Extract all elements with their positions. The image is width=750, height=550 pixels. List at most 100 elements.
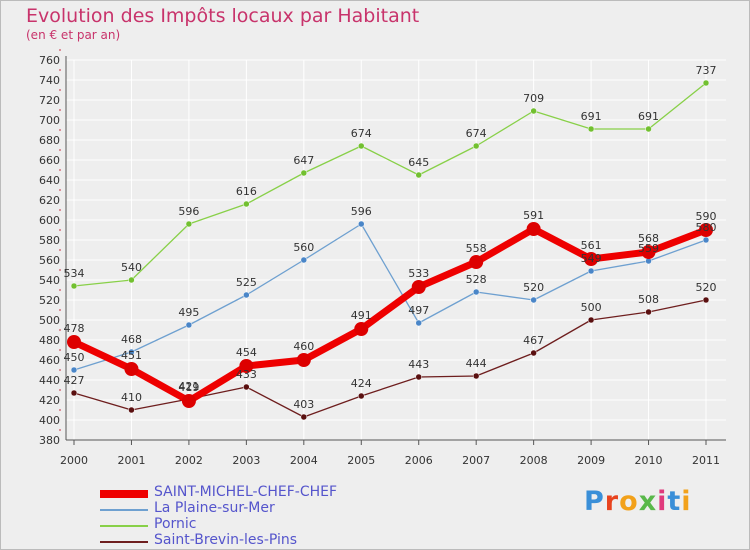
data-label: 468: [121, 333, 142, 346]
y-tick-label: 520: [39, 294, 60, 307]
data-point: [70, 282, 78, 290]
data-label: 737: [696, 64, 717, 77]
plot-area: [66, 60, 726, 440]
legend-label: Saint-Brevin-les-Pins: [154, 532, 298, 548]
data-label: 596: [178, 205, 199, 218]
data-label: 691: [638, 110, 659, 123]
y-tick-label: 720: [39, 94, 60, 107]
data-label: 451: [121, 349, 142, 362]
data-label: 525: [236, 276, 257, 289]
data-label: 424: [351, 377, 372, 390]
data-label: 444: [466, 357, 487, 370]
data-label: 467: [523, 334, 544, 347]
data-point: [645, 308, 652, 316]
axes: 380 400 420 440 460 480 500 520 540 560 580 600 620 6…: [39, 49, 726, 467]
logo-letter: o: [619, 486, 639, 517]
y-tick-label: 460: [39, 354, 60, 367]
data-label: 534: [64, 267, 85, 280]
data-point: [185, 220, 193, 228]
data-labels: 478 451 419 454 460 491 533 558 591 561 568 590 450 4…: [64, 64, 717, 411]
data-label: 460: [293, 340, 314, 353]
data-point: [587, 125, 595, 133]
x-tick-label: 2005: [347, 454, 375, 467]
x-tick-label: 2010: [635, 454, 663, 467]
data-label: 443: [408, 358, 429, 371]
y-tick-label: 420: [39, 394, 60, 407]
legend-label: Pornic: [154, 516, 197, 532]
data-point: [128, 348, 135, 356]
y-tick-label: 660: [39, 154, 60, 167]
y-tick-label: 380: [39, 434, 60, 447]
data-point: [411, 280, 426, 294]
data-point: [185, 321, 193, 329]
y-tick-label: 640: [39, 174, 60, 187]
data-point: [469, 255, 484, 269]
data-label: 533: [408, 267, 429, 280]
data-point: [300, 413, 308, 421]
data-point: [472, 372, 480, 380]
y-tick-label: 580: [39, 234, 60, 247]
data-label: 590: [696, 210, 717, 223]
series-lines: [67, 79, 713, 421]
y-tick-label: 540: [39, 274, 60, 287]
data-point: [300, 169, 308, 177]
data-point: [472, 142, 480, 150]
data-label: 568: [638, 232, 659, 245]
data-point: [358, 220, 365, 228]
y-tick-label: 480: [39, 334, 60, 347]
data-label: 560: [293, 241, 314, 254]
data-label: 454: [236, 346, 257, 359]
data-label: 520: [523, 281, 544, 294]
data-label: 403: [293, 398, 314, 411]
y-tick-label: 560: [39, 254, 60, 267]
data-point: [70, 389, 78, 397]
data-point: [358, 392, 365, 400]
logo-letter: r: [604, 486, 620, 517]
data-label: 450: [64, 351, 85, 364]
x-tick-label: 2000: [60, 454, 88, 467]
x-tick-label: 2006: [405, 454, 433, 467]
data-label: 647: [293, 154, 314, 167]
data-label: 508: [638, 293, 659, 306]
data-point: [587, 316, 595, 324]
legend-swatch: [100, 509, 148, 511]
chart-subtitle: (en € et par an): [26, 28, 121, 42]
data-point: [641, 245, 656, 259]
data-point: [67, 335, 81, 349]
data-point: [587, 267, 595, 275]
data-point: [415, 171, 422, 179]
y-tick-label: 760: [39, 54, 60, 67]
data-label: 497: [408, 304, 429, 317]
logo-letter: i: [681, 486, 692, 517]
x-tick-label: 2008: [520, 454, 548, 467]
data-label: 520: [696, 281, 717, 294]
data-label: 674: [466, 127, 487, 140]
data-label: 674: [351, 127, 372, 140]
chart-title: Evolution des Impôts locaux par Habitant: [26, 5, 420, 27]
y-tick-label: 400: [39, 414, 60, 427]
data-point: [124, 362, 139, 376]
legend-swatch: [100, 541, 148, 543]
y-tick-label: 500: [39, 314, 60, 327]
data-point: [526, 222, 541, 236]
data-label: 616: [236, 185, 257, 198]
legend-label: La Plaine-sur-Mer: [154, 500, 275, 516]
x-tick-label: 2003: [232, 454, 260, 467]
logo-letter: P: [584, 486, 605, 517]
data-point: [699, 223, 713, 237]
y-tick-label: 620: [39, 194, 60, 207]
data-label: 410: [121, 391, 142, 404]
data-label: 500: [581, 301, 602, 314]
x-tick-label: 2007: [462, 454, 490, 467]
data-label: 491: [351, 309, 372, 322]
data-point: [530, 296, 537, 304]
data-label: 528: [466, 273, 487, 286]
data-label: 591: [523, 209, 544, 222]
data-point: [239, 359, 254, 373]
data-point: [702, 236, 710, 244]
data-point: [530, 349, 537, 357]
y-tick-label: 600: [39, 214, 60, 227]
data-point: [243, 200, 250, 208]
data-point: [702, 296, 710, 304]
